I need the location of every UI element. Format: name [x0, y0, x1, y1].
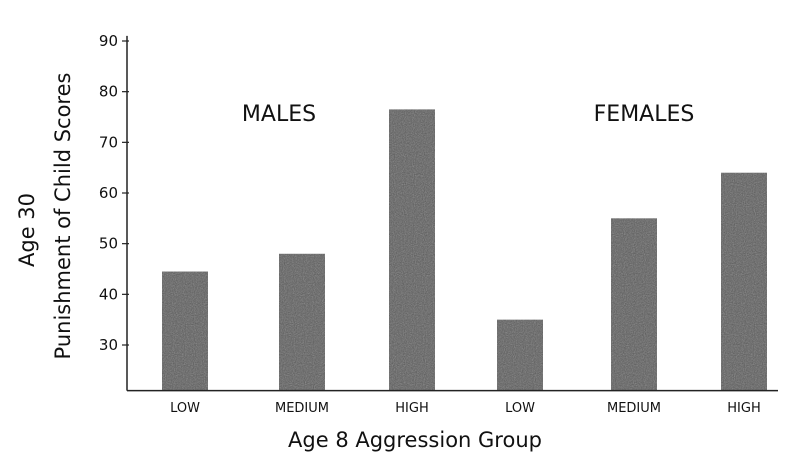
group-label-males: MALES [242, 102, 316, 127]
y-tick-label-60: 60 [99, 184, 118, 202]
y-tick-label-30: 30 [99, 336, 118, 354]
y-tick-label-90: 90 [99, 32, 118, 50]
bar-high-males [389, 109, 435, 391]
y-tick-label-70: 70 [99, 133, 118, 151]
bar-high-females [721, 172, 767, 391]
x-axis-tick-labels: LOW MEDIUM HIGH LOW MEDIUM HIGH [170, 401, 761, 416]
bars-group [162, 109, 767, 391]
x-tick-label-low-females: LOW [505, 401, 535, 416]
x-tick-label-high-females: HIGH [727, 401, 760, 416]
y-tick-label-80: 80 [99, 83, 118, 101]
x-tick-label-medium-females: MEDIUM [607, 401, 661, 416]
bar-medium-females [611, 218, 657, 391]
x-tick-label-medium-males: MEDIUM [275, 401, 329, 416]
bar-low-males [162, 271, 208, 391]
y-tick-label-50: 50 [99, 235, 118, 253]
x-tick-label-low-males: LOW [170, 401, 200, 416]
y-tick-label-40: 40 [99, 285, 118, 303]
bar-medium-males [279, 253, 325, 391]
group-label-females: FEMALES [594, 102, 695, 127]
x-tick-label-high-males: HIGH [395, 401, 428, 416]
y-axis-title-line-2: Punishment of Child Scores [51, 73, 75, 360]
y-axis-title-line-1: Age 30 [15, 193, 39, 267]
bar-low-females [497, 319, 543, 391]
x-axis-title: Age 8 Aggression Group [288, 428, 542, 452]
y-axis-ticks: 30 40 50 60 70 80 90 [99, 32, 129, 354]
